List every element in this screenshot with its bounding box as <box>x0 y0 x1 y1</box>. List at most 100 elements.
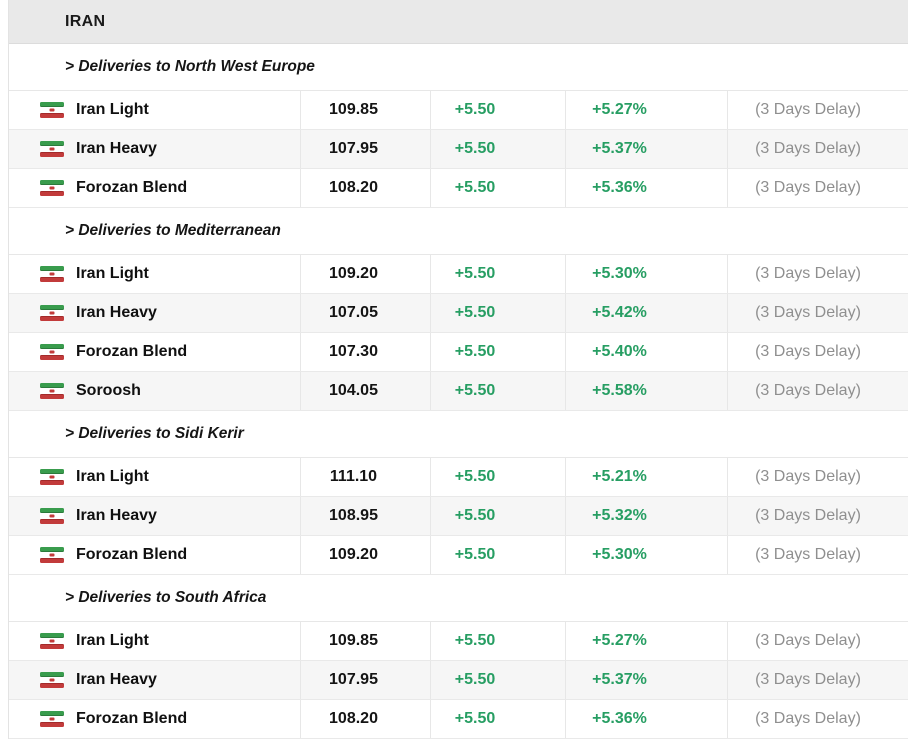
price-value: 109.85 <box>300 91 430 129</box>
table-row: Iran Heavy 107.95 +5.50 +5.37% (3 Days D… <box>9 130 908 169</box>
product-name: Forozan Blend <box>76 546 188 563</box>
price-table: IRAN > Deliveries to North West Europe I… <box>8 0 908 739</box>
delay-note: (3 Days Delay) <box>727 169 908 207</box>
section-rows: Iran Light 111.10 +5.50 +5.21% (3 Days D… <box>9 458 908 575</box>
product-name-cell: Iran Light <box>9 458 300 496</box>
product-name-cell: Iran Light <box>9 622 300 660</box>
percent-change-value: +5.40% <box>565 333 727 371</box>
table-row: Iran Heavy 108.95 +5.50 +5.32% (3 Days D… <box>9 497 908 536</box>
product-name-cell: Iran Light <box>9 91 300 129</box>
iran-flag-icon <box>40 711 64 727</box>
delay-note: (3 Days Delay) <box>727 294 908 332</box>
percent-change-value: +5.42% <box>565 294 727 332</box>
change-value: +5.50 <box>430 255 565 293</box>
section-title: > Deliveries to Sidi Kerir <box>65 425 244 442</box>
percent-change-value: +5.30% <box>565 536 727 574</box>
product-name-cell: Iran Heavy <box>9 130 300 168</box>
product-name: Iran Heavy <box>76 140 157 157</box>
delay-note: (3 Days Delay) <box>727 372 908 410</box>
change-value: +5.50 <box>430 91 565 129</box>
delay-note: (3 Days Delay) <box>727 661 908 699</box>
percent-change-value: +5.36% <box>565 169 727 207</box>
percent-change-value: +5.58% <box>565 372 727 410</box>
country-title: IRAN <box>65 12 106 30</box>
delay-note: (3 Days Delay) <box>727 255 908 293</box>
price-value: 111.10 <box>300 458 430 496</box>
delivery-section: > Deliveries to North West Europe Iran L… <box>9 44 908 208</box>
delay-note: (3 Days Delay) <box>727 333 908 371</box>
product-name: Forozan Blend <box>76 343 188 360</box>
iran-flag-icon <box>40 266 64 282</box>
delay-note: (3 Days Delay) <box>727 458 908 496</box>
table-row: Forozan Blend 107.30 +5.50 +5.40% (3 Day… <box>9 333 908 372</box>
product-name: Iran Heavy <box>76 304 157 321</box>
price-value: 109.20 <box>300 255 430 293</box>
section-rows: Iran Light 109.85 +5.50 +5.27% (3 Days D… <box>9 622 908 739</box>
product-name: Iran Light <box>76 468 149 485</box>
product-name: Soroosh <box>76 382 141 399</box>
price-value: 107.30 <box>300 333 430 371</box>
price-value: 108.95 <box>300 497 430 535</box>
country-header-row: IRAN <box>9 0 908 44</box>
iran-flag-icon <box>40 508 64 524</box>
change-value: +5.50 <box>430 333 565 371</box>
price-value: 108.20 <box>300 700 430 738</box>
delay-note: (3 Days Delay) <box>727 130 908 168</box>
percent-change-value: +5.27% <box>565 91 727 129</box>
product-name: Forozan Blend <box>76 179 188 196</box>
product-name: Forozan Blend <box>76 710 188 727</box>
iran-flag-icon <box>40 305 64 321</box>
percent-change-value: +5.36% <box>565 700 727 738</box>
price-value: 107.95 <box>300 661 430 699</box>
section-title: > Deliveries to Mediterranean <box>65 222 281 239</box>
percent-change-value: +5.37% <box>565 661 727 699</box>
table-row: Iran Heavy 107.95 +5.50 +5.37% (3 Days D… <box>9 661 908 700</box>
table-row: Iran Light 109.20 +5.50 +5.30% (3 Days D… <box>9 255 908 294</box>
product-name-cell: Soroosh <box>9 372 300 410</box>
product-name-cell: Iran Heavy <box>9 497 300 535</box>
section-title-row: > Deliveries to South Africa <box>9 575 908 622</box>
iran-flag-icon <box>40 344 64 360</box>
table-row: Iran Heavy 107.05 +5.50 +5.42% (3 Days D… <box>9 294 908 333</box>
price-value: 108.20 <box>300 169 430 207</box>
iran-flag-icon <box>40 469 64 485</box>
iran-flag-icon <box>40 383 64 399</box>
percent-change-value: +5.27% <box>565 622 727 660</box>
delay-note: (3 Days Delay) <box>727 536 908 574</box>
delay-note: (3 Days Delay) <box>727 622 908 660</box>
price-value: 109.20 <box>300 536 430 574</box>
change-value: +5.50 <box>430 130 565 168</box>
change-value: +5.50 <box>430 661 565 699</box>
change-value: +5.50 <box>430 458 565 496</box>
change-value: +5.50 <box>430 372 565 410</box>
product-name: Iran Light <box>76 265 149 282</box>
change-value: +5.50 <box>430 700 565 738</box>
percent-change-value: +5.21% <box>565 458 727 496</box>
section-title: > Deliveries to South Africa <box>65 589 267 606</box>
change-value: +5.50 <box>430 536 565 574</box>
delivery-section: > Deliveries to Sidi Kerir Iran Light 11… <box>9 411 908 575</box>
product-name-cell: Forozan Blend <box>9 700 300 738</box>
iran-flag-icon <box>40 102 64 118</box>
table-row: Iran Light 109.85 +5.50 +5.27% (3 Days D… <box>9 622 908 661</box>
iran-flag-icon <box>40 633 64 649</box>
table-row: Soroosh 104.05 +5.50 +5.58% (3 Days Dela… <box>9 372 908 411</box>
table-row: Iran Light 109.85 +5.50 +5.27% (3 Days D… <box>9 91 908 130</box>
table-row: Forozan Blend 108.20 +5.50 +5.36% (3 Day… <box>9 169 908 208</box>
delay-note: (3 Days Delay) <box>727 91 908 129</box>
change-value: +5.50 <box>430 169 565 207</box>
product-name: Iran Light <box>76 632 149 649</box>
percent-change-value: +5.30% <box>565 255 727 293</box>
table-row: Forozan Blend 109.20 +5.50 +5.30% (3 Day… <box>9 536 908 575</box>
price-value: 107.95 <box>300 130 430 168</box>
iran-flag-icon <box>40 141 64 157</box>
price-value: 109.85 <box>300 622 430 660</box>
product-name: Iran Heavy <box>76 507 157 524</box>
product-name-cell: Forozan Blend <box>9 169 300 207</box>
product-name: Iran Heavy <box>76 671 157 688</box>
delivery-section: > Deliveries to Mediterranean Iran Light… <box>9 208 908 411</box>
percent-change-value: +5.37% <box>565 130 727 168</box>
delay-note: (3 Days Delay) <box>727 700 908 738</box>
iran-flag-icon <box>40 547 64 563</box>
price-value: 104.05 <box>300 372 430 410</box>
